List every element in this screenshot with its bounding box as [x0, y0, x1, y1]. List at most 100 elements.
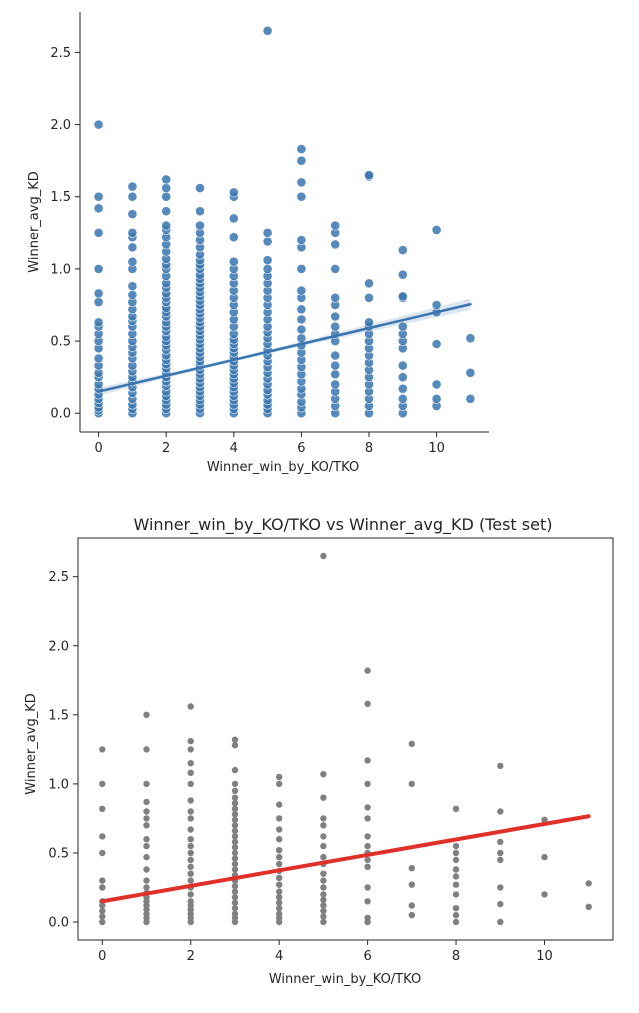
data-point [231, 866, 239, 873]
data-point [187, 737, 194, 745]
data-point [497, 838, 504, 846]
data-point [364, 856, 371, 864]
data-point [93, 288, 104, 299]
data-point [276, 910, 283, 917]
data-point [228, 256, 239, 267]
data-point [187, 836, 194, 843]
y-tick-label: 1.0 [50, 262, 71, 277]
data-point [452, 805, 460, 812]
data-point [99, 907, 106, 915]
data-point [161, 183, 172, 193]
x-axis-ticks: 0 2 4 6 8 10 [98, 940, 553, 964]
data-point [276, 853, 283, 861]
x-tick-label: 10 [536, 949, 553, 964]
data-point [127, 209, 138, 219]
data-point [452, 856, 460, 864]
data-point [408, 911, 415, 919]
data-point [330, 321, 341, 332]
data-point [541, 816, 548, 823]
data-point [93, 119, 104, 130]
data-point [397, 383, 408, 394]
data-point [231, 833, 239, 840]
data-point [127, 256, 138, 267]
data-point [408, 881, 415, 888]
data-point [296, 177, 307, 188]
data-point [364, 278, 374, 289]
data-point [497, 849, 504, 857]
data-point [161, 206, 172, 217]
data-point [320, 913, 327, 920]
axes-layer [79, 12, 489, 433]
data-point [161, 174, 172, 185]
data-point [276, 881, 283, 888]
data-point [99, 780, 106, 788]
data-point [276, 836, 283, 843]
data-point [330, 311, 341, 322]
data-point [143, 836, 150, 843]
data-point [320, 884, 327, 891]
x-tick-label: 10 [428, 441, 445, 456]
data-point [364, 804, 371, 811]
data-point [320, 870, 327, 877]
data-point [276, 894, 283, 901]
data-point [187, 826, 194, 833]
data-point [231, 742, 239, 749]
data-point [541, 853, 548, 861]
data-point [231, 766, 239, 774]
data-point [231, 816, 239, 823]
data-point [497, 808, 504, 815]
data-point [228, 213, 239, 224]
data-point [364, 863, 371, 870]
x-axis-ticks: 0 2 4 6 8 10 [94, 432, 445, 456]
data-point [93, 227, 104, 238]
data-point [296, 324, 307, 335]
data-point [452, 905, 460, 912]
data-point [99, 877, 106, 884]
data-point [143, 780, 150, 788]
data-point [408, 902, 415, 909]
data-point [93, 317, 104, 328]
data-point [330, 369, 341, 380]
data-point [320, 552, 327, 560]
data-point [195, 220, 205, 231]
data-point [330, 239, 341, 250]
data-point [231, 838, 239, 846]
data-point [465, 367, 476, 378]
data-point [320, 896, 327, 904]
x-tick-label: 4 [275, 949, 283, 964]
data-point [276, 874, 283, 881]
y-tick-label: 0.5 [48, 846, 69, 861]
data-point [187, 870, 194, 877]
data-point [585, 903, 592, 910]
data-point [276, 773, 283, 781]
data-point [143, 877, 150, 884]
data-point [127, 191, 138, 202]
data-point [431, 224, 442, 235]
x-tick-label: 4 [230, 441, 238, 456]
data-point [231, 811, 239, 818]
data-point [452, 918, 460, 926]
test-set-chart: Winner_win_by_KO/TKO vs Winner_avg_KD (T… [24, 515, 614, 987]
data-point [452, 891, 460, 898]
x-tick-label: 0 [98, 949, 106, 964]
data-point [231, 800, 239, 807]
data-point [320, 833, 327, 840]
data-point [397, 269, 408, 280]
data-point [320, 853, 327, 861]
data-point [364, 667, 371, 674]
regression-line [97, 303, 472, 393]
data-point [364, 815, 371, 822]
data-point [231, 827, 239, 835]
data-point [320, 771, 327, 778]
data-point [320, 918, 327, 926]
data-point [431, 379, 442, 390]
data-point [99, 918, 106, 926]
y-tick-label: 2.0 [48, 639, 69, 654]
data-point [127, 181, 138, 192]
data-point [99, 849, 106, 857]
data-point [187, 703, 194, 710]
data-point [143, 853, 150, 861]
y-axis-label: Winner_avg_KD [24, 693, 39, 794]
data-point [276, 899, 283, 906]
data-point [231, 905, 239, 912]
